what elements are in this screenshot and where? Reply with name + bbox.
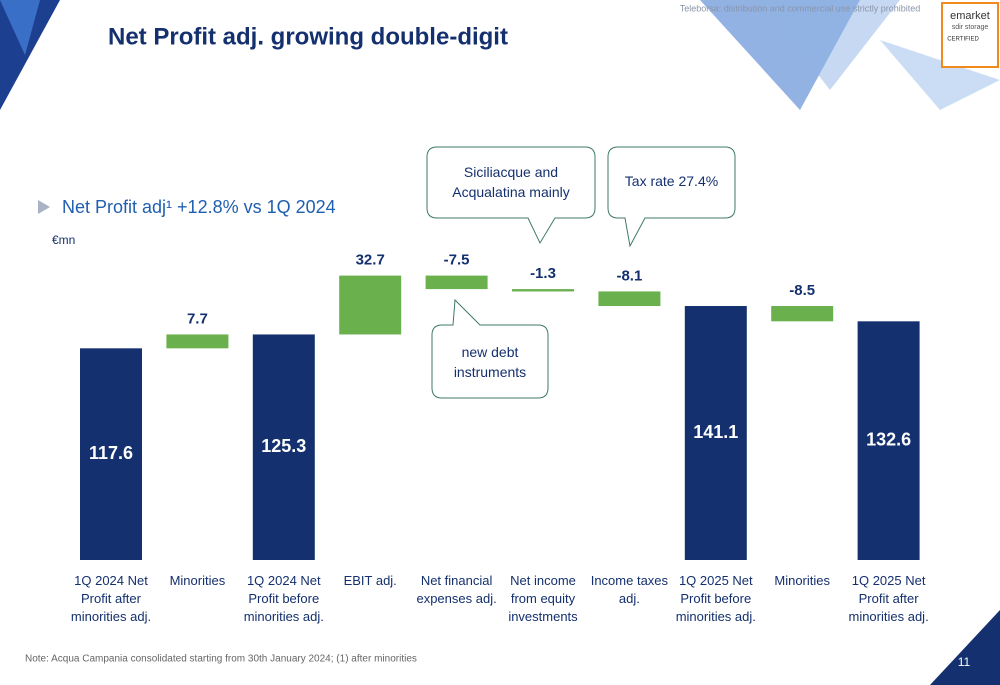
x-tick-label: Minorities <box>774 573 830 588</box>
x-tick-label: Net financial expenses adj. <box>416 573 497 606</box>
bar <box>425 275 488 290</box>
unit: €mn <box>52 233 75 247</box>
annotation: Tax rate 27.4% <box>624 173 719 189</box>
bar <box>512 289 574 292</box>
decor <box>880 40 1000 110</box>
decor <box>930 610 1000 685</box>
bar <box>80 348 142 560</box>
x-tick-label: 1Q 2025 Net Profit after minorities adj. <box>848 573 929 624</box>
value-label: 32.7 <box>356 252 385 269</box>
bar <box>339 275 402 335</box>
value-label: 117.6 <box>89 443 133 463</box>
page-number: 11 <box>958 655 971 669</box>
callout <box>607 146 736 248</box>
value-label: 125.3 <box>261 436 306 456</box>
value-label: -8.1 <box>616 267 642 284</box>
x-tick-label: 1Q 2024 Net Profit after minorities adj. <box>70 573 152 624</box>
decor <box>760 0 900 90</box>
badge-text: sdir storage <box>952 24 989 31</box>
bar <box>598 291 661 307</box>
value-label: -1.3 <box>530 265 556 282</box>
x-tick-label: Net income from equity investments <box>508 573 578 624</box>
watermark: Teleborsa: distribution and commercial u… <box>680 3 921 13</box>
bar <box>857 321 920 560</box>
x-tick-label: EBIT adj. <box>343 573 397 588</box>
badge-text: emarket <box>950 10 990 22</box>
x-tick-label: 1Q 2024 Net Profit before minorities adj… <box>243 573 324 624</box>
annotation: Siciliacque and Acqualatina mainly <box>452 164 570 200</box>
bar <box>684 306 747 560</box>
bar <box>166 334 229 349</box>
value-label: 132.6 <box>866 429 911 449</box>
bullet <box>38 200 50 214</box>
annotation: new debt instruments <box>453 344 527 380</box>
callout <box>431 298 549 399</box>
note: Note: Acqua Campania consolidated starti… <box>25 654 417 665</box>
x-tick-label: Income taxes adj. <box>590 573 669 606</box>
value-label: -7.5 <box>444 252 470 269</box>
badge <box>941 2 999 68</box>
callout <box>426 146 596 245</box>
x-tick-label: Minorities <box>169 573 226 588</box>
decor <box>0 0 40 55</box>
badge-text: CERTIFIED <box>947 37 979 43</box>
subtitle: Net Profit adj¹ +12.8% vs 1Q 2024 <box>62 197 336 217</box>
bar <box>771 306 834 322</box>
value-label: -8.5 <box>789 282 815 299</box>
value-label: 7.7 <box>187 310 208 327</box>
x-tick-label: 1Q 2025 Net Profit before minorities adj… <box>675 573 756 624</box>
value-label: 141.1 <box>693 422 738 442</box>
bar <box>252 334 315 560</box>
title: Net Profit adj. growing double-digit <box>108 23 508 50</box>
